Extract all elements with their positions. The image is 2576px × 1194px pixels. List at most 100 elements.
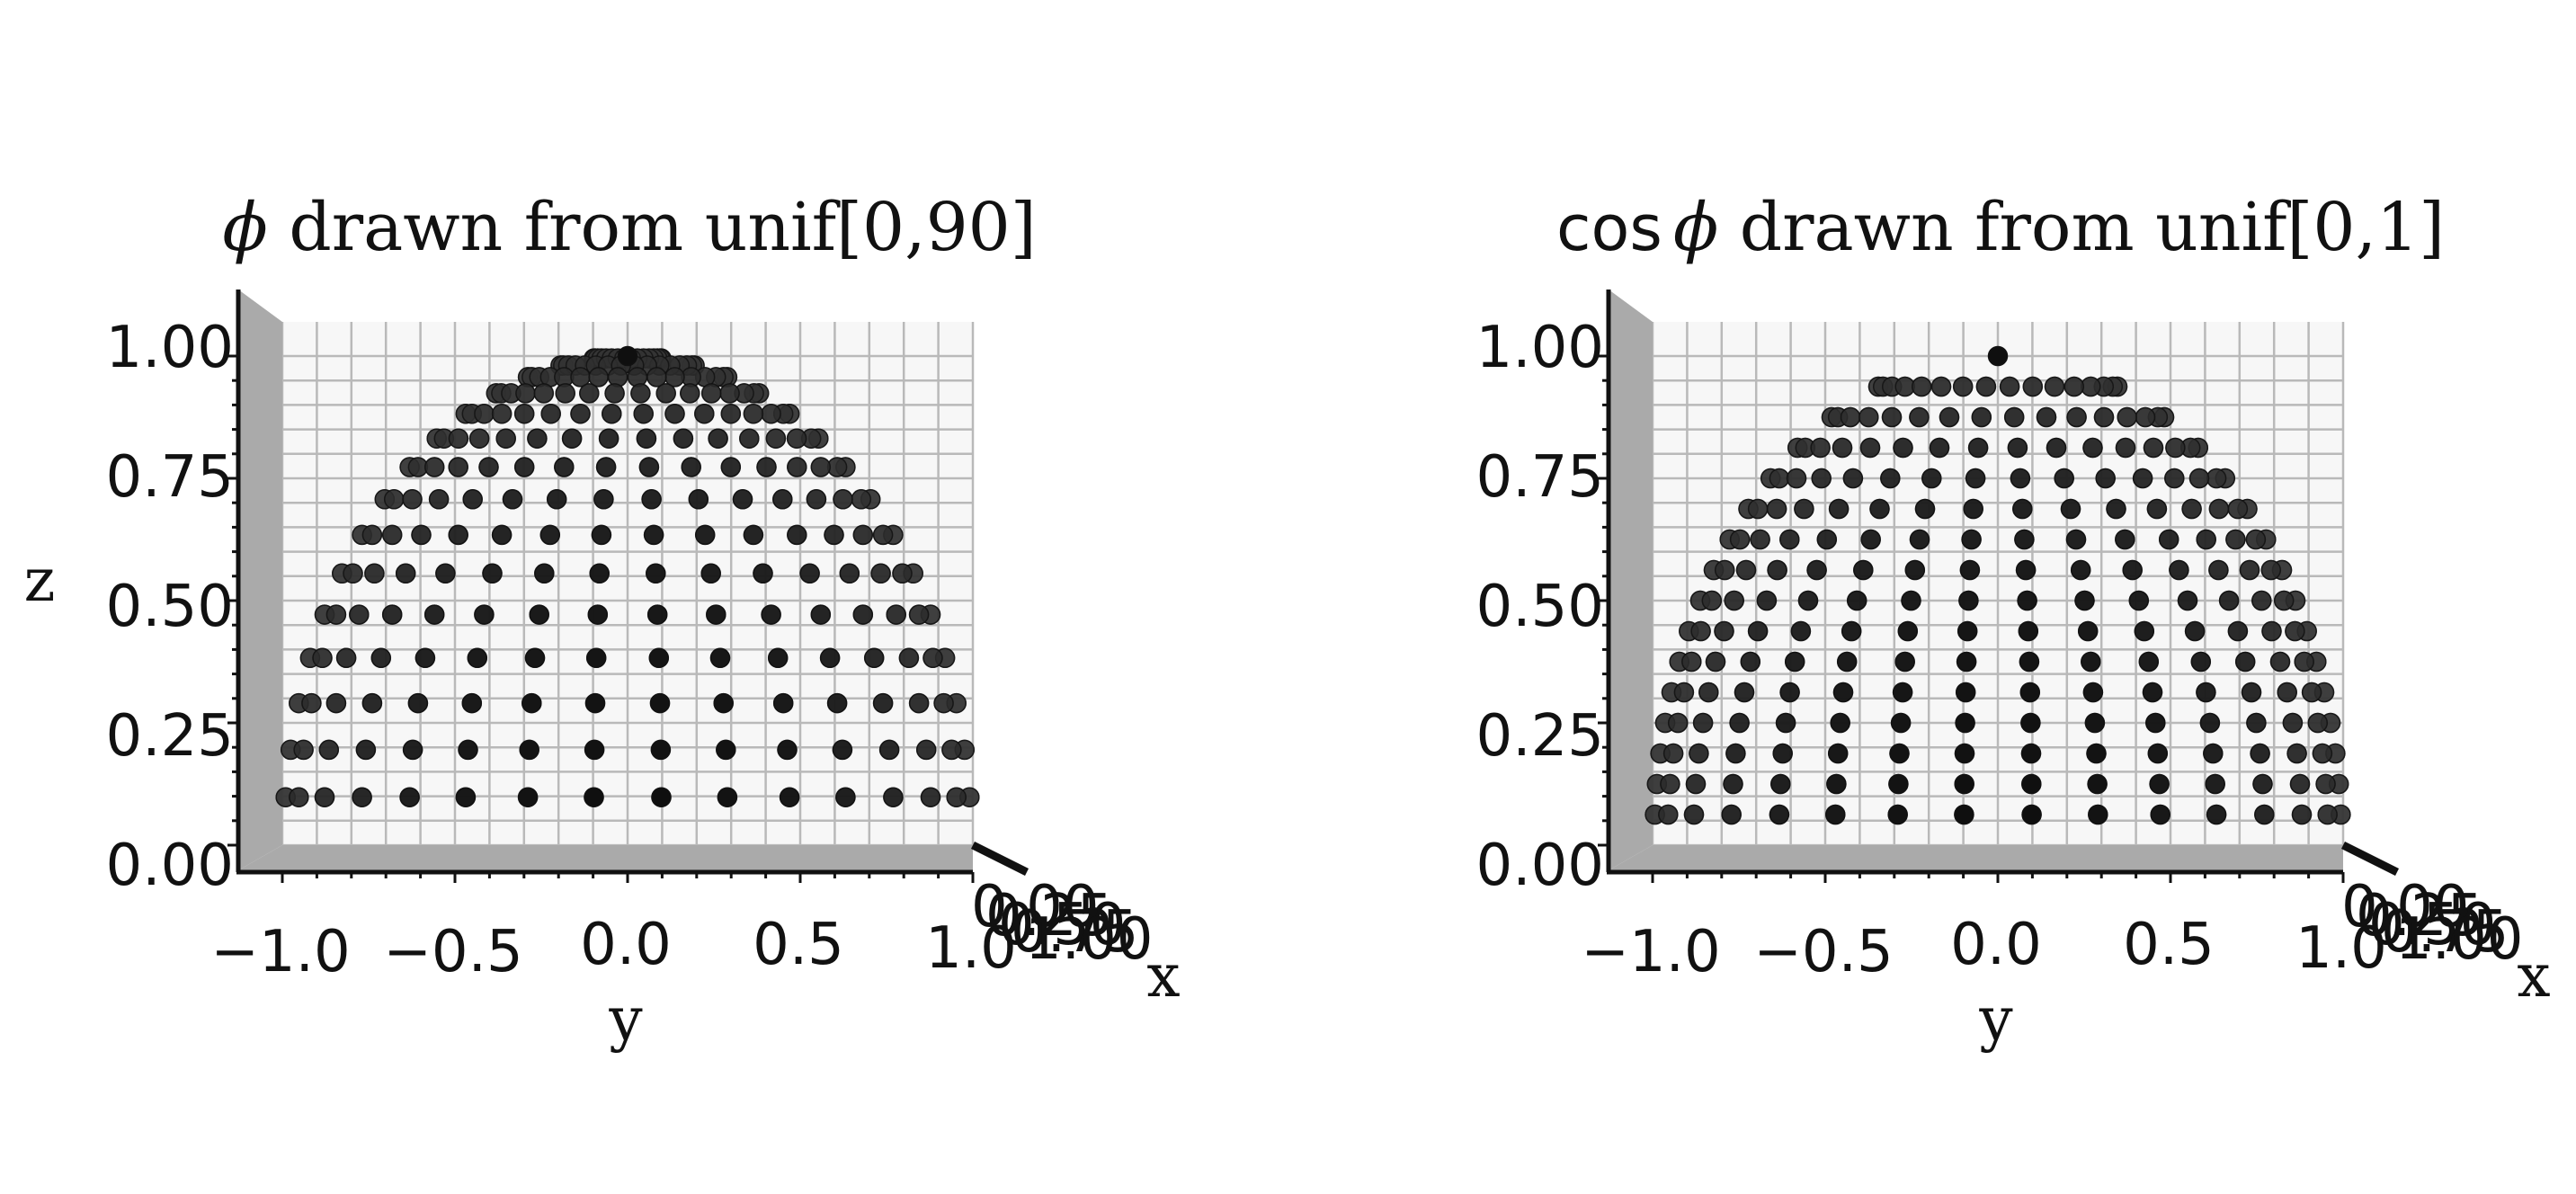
scatter-points	[1645, 345, 2351, 825]
y-tick-label: 0.5	[2123, 912, 2215, 978]
scatter-point	[2218, 590, 2240, 611]
scatter-point	[649, 692, 671, 714]
scatter-point	[2169, 559, 2189, 581]
scatter-point	[648, 647, 670, 669]
scatter-point	[349, 604, 370, 625]
scatter-point	[1786, 468, 1807, 489]
scatter-point	[2225, 529, 2246, 550]
scatter-point	[2128, 590, 2150, 611]
grid-lines	[1651, 322, 2345, 847]
scatter-point	[1832, 437, 1853, 459]
scatter-point	[2046, 437, 2067, 459]
scatter-point	[1830, 712, 1850, 734]
y-tick-label: 1.0	[925, 915, 1017, 982]
scatter-point	[2077, 620, 2099, 642]
subplot-right: cos ϕ drawn from unif[0,1] 1.00 0.75 0.50…	[1476, 189, 2551, 1054]
scatter-point	[1826, 773, 1847, 795]
scatter-point	[2115, 529, 2135, 550]
scatter-point	[2138, 651, 2160, 673]
scatter-point	[717, 787, 738, 807]
scatter-point	[2093, 406, 2115, 428]
scatter-point	[1846, 590, 1867, 611]
scatter-point	[872, 524, 894, 546]
scatter-point	[655, 383, 676, 404]
scatter-point	[1658, 804, 1679, 825]
scatter-point	[1667, 712, 1689, 734]
scatter-point	[1779, 529, 1800, 550]
scatter-point	[1779, 682, 1800, 703]
scatter-point	[1888, 773, 1909, 795]
scatter-point	[1784, 651, 1805, 673]
scatter-point	[1750, 529, 1770, 550]
scatter-point	[1889, 743, 1910, 764]
scatter-point	[2015, 559, 2037, 581]
scatter-point	[2208, 559, 2229, 581]
scatter-point	[1967, 437, 1989, 459]
scatter-point	[1827, 743, 1849, 764]
scatter-point	[1769, 468, 1790, 489]
scatter-point	[1956, 651, 1977, 673]
scatter-point	[407, 692, 429, 714]
scatter-point	[1797, 590, 1819, 611]
scatter-point	[1890, 712, 1912, 734]
scatter-point	[293, 739, 314, 761]
scatter-point	[1987, 345, 2009, 367]
scatter-point	[732, 489, 753, 510]
scatter-point	[395, 563, 416, 584]
scatter-point	[863, 647, 885, 669]
scatter-point	[777, 739, 798, 761]
scatter-point	[2196, 682, 2216, 703]
scatter-point	[2132, 468, 2153, 489]
chart-title: ϕ drawn from unif[0,90]	[222, 189, 1036, 266]
scatter-point	[423, 604, 445, 625]
scatter-point	[2012, 498, 2033, 520]
scatter-point	[1832, 682, 1854, 703]
scatter-point	[2269, 651, 2291, 673]
scatter-point	[1894, 651, 1915, 673]
y-tick-label: −0.5	[383, 919, 522, 985]
scatter-point	[361, 524, 383, 546]
scatter-point	[448, 524, 468, 546]
scatter-point	[1840, 406, 1861, 428]
title-text: drawn from unif[0,1]	[1718, 189, 2445, 266]
scatter-point	[2196, 529, 2216, 550]
z-tick-label: 0.75	[1476, 444, 1605, 511]
scatter-point	[1975, 376, 1997, 397]
scatter-point	[839, 563, 860, 584]
scatter-point	[593, 489, 614, 510]
scatter-point	[1681, 651, 1702, 673]
scatter-point	[2095, 468, 2116, 489]
y-tick-label: 0.0	[1950, 912, 2042, 978]
scatter-point	[824, 524, 844, 546]
scatter-point	[2115, 437, 2136, 459]
y-axis-label: y	[608, 985, 643, 1054]
scatter-point	[1811, 468, 1832, 489]
z-tick-label: 0.50	[1476, 574, 1605, 640]
tick-marks	[227, 354, 975, 883]
scatter-point	[1963, 498, 1983, 520]
scatter-point	[2074, 590, 2095, 611]
scatter-point	[713, 692, 734, 714]
scatter-point	[772, 692, 794, 714]
scatter-point	[1961, 529, 1982, 550]
scatter-point	[739, 428, 760, 449]
scatter-points	[275, 345, 980, 807]
x-tick-label: 1.00	[2395, 906, 2524, 973]
scatter-point	[2208, 498, 2230, 520]
scatter-point	[799, 563, 820, 584]
scatter-point	[2020, 712, 2041, 734]
scatter-point	[2021, 804, 2042, 825]
scatter-point	[1714, 620, 1734, 642]
scatter-point	[833, 489, 853, 510]
scatter-point	[708, 428, 728, 449]
scatter-point	[2019, 682, 2041, 703]
scatter-point	[1766, 498, 1787, 520]
z-tick-label: 1.00	[106, 315, 235, 381]
scatter-point	[519, 739, 539, 761]
scatter-point	[2147, 743, 2169, 764]
scatter-point	[2088, 804, 2108, 825]
x-tick-label: 0.00	[2341, 874, 2470, 940]
scatter-point	[423, 457, 445, 477]
scatter-point	[2082, 682, 2104, 703]
scatter-point	[753, 563, 773, 584]
